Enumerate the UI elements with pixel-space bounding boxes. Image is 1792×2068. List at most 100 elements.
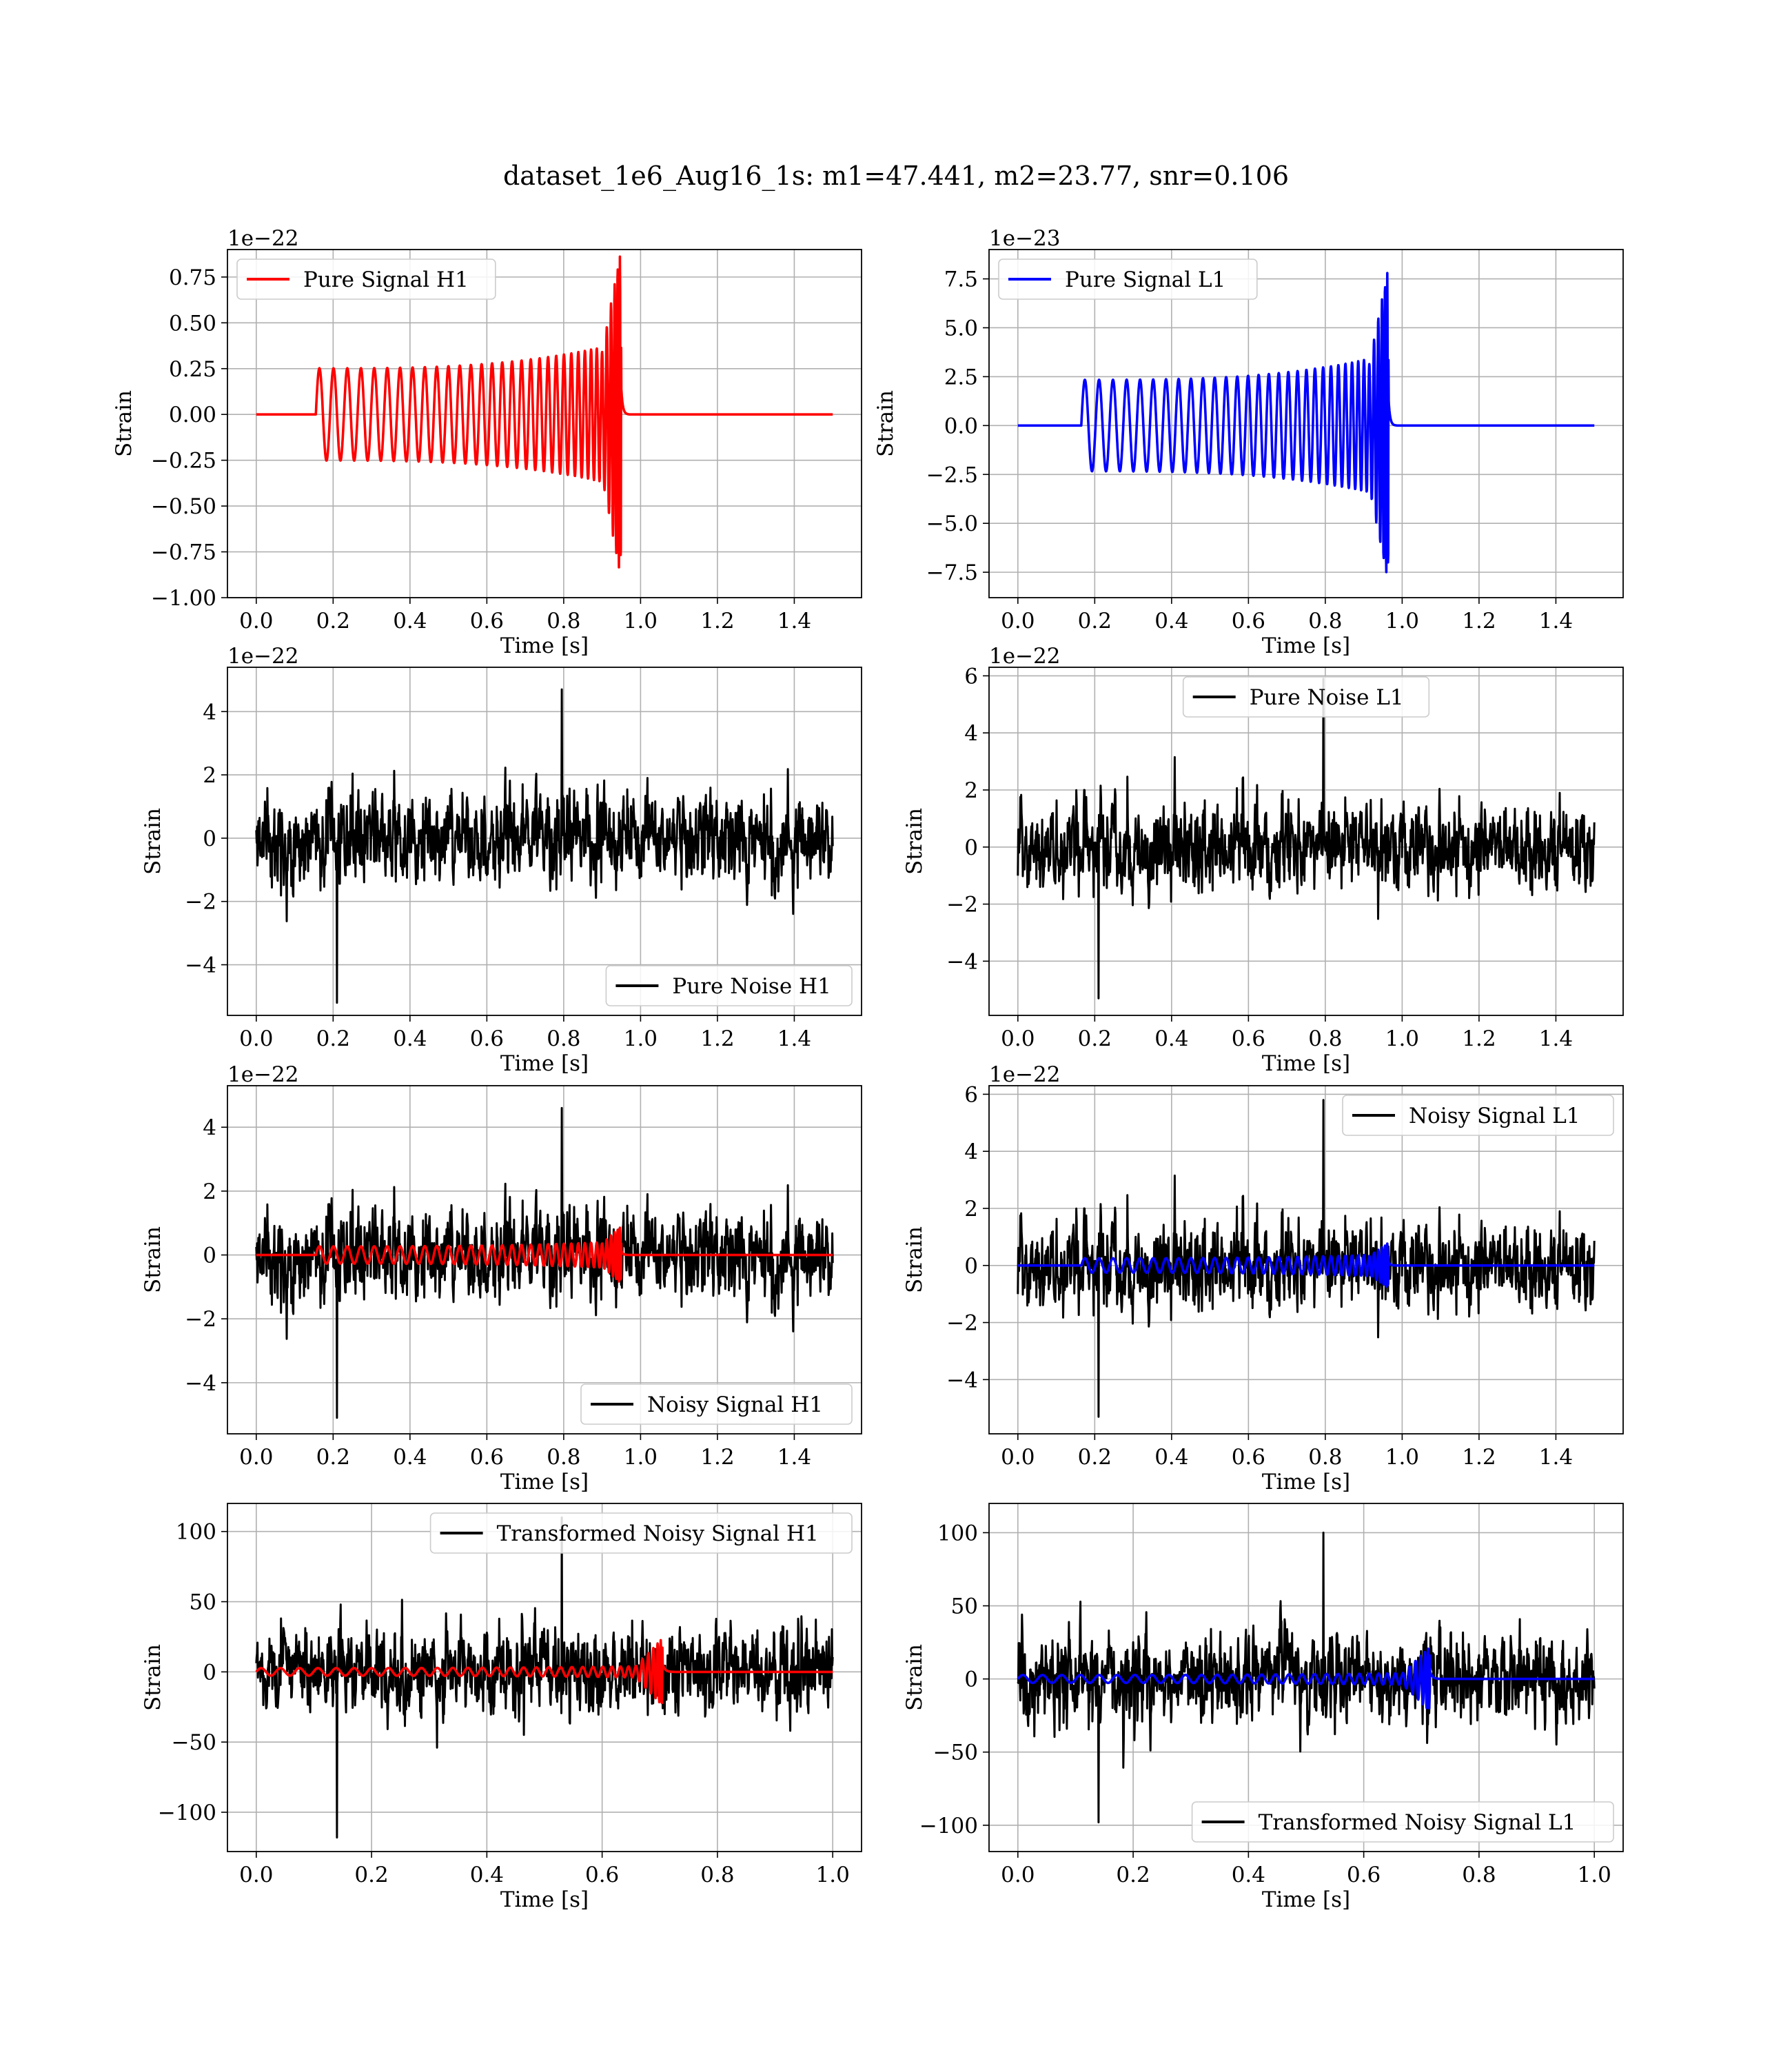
legend-box [580, 1383, 853, 1425]
y-axis-label: Strain [902, 808, 927, 875]
x-axis-label: Time [s] [1262, 1051, 1350, 1076]
y-tick-label: 2 [964, 1197, 978, 1221]
y-tick-label: −7.5 [926, 560, 978, 585]
x-tick-label: 0.4 [393, 1445, 427, 1470]
y-tick-label: 0 [964, 835, 978, 860]
y-tick-label: 0.75 [169, 265, 216, 290]
legend: Noisy Signal H1 [580, 1383, 853, 1425]
x-tick-label: 1.0 [624, 1026, 658, 1051]
x-tick-label: 1.2 [1462, 1445, 1496, 1470]
x-axis-label: Time [s] [500, 1887, 589, 1912]
legend: Pure Signal L1 [998, 258, 1258, 300]
y-tick-label: 2 [203, 763, 216, 788]
legend-box [429, 1512, 853, 1554]
legend-label: Noisy Signal H1 [647, 1392, 823, 1417]
y-tick-label: −4 [185, 953, 216, 978]
x-axis-label: Time [s] [1262, 1470, 1350, 1494]
y-axis-label: Strain [141, 1644, 165, 1711]
x-tick-label: 0.6 [585, 1863, 619, 1887]
x-tick-label: 0.0 [239, 609, 273, 633]
y-tick-label: 0.0 [944, 414, 978, 438]
x-tick-label: 1.4 [1539, 1445, 1573, 1470]
plot-area [255, 688, 834, 1004]
offset-label: 1e−22 [989, 1062, 1061, 1087]
x-tick-label: 0.0 [239, 1026, 273, 1051]
x-axis-label: Time [s] [500, 1470, 589, 1494]
y-tick-label: 100 [937, 1521, 978, 1545]
plot-area [255, 1516, 834, 1839]
y-tick-label: 0 [203, 1244, 216, 1268]
x-tick-label: 1.2 [700, 609, 734, 633]
series-line-noisy-signal-l1 [1017, 1099, 1596, 1418]
x-tick-label: 0.4 [1154, 1026, 1188, 1051]
plot-area [1017, 1099, 1596, 1418]
x-tick-label: 0.8 [1308, 609, 1342, 633]
x-tick-label: 1.4 [777, 1445, 811, 1470]
x-tick-label: 0.6 [1347, 1863, 1381, 1887]
y-tick-label: −5.0 [926, 511, 978, 536]
y-tick-label: 6 [964, 1082, 978, 1107]
y-tick-label: −2 [185, 890, 216, 915]
legend-box [1342, 1095, 1614, 1136]
x-tick-label: 0.2 [316, 1026, 350, 1051]
x-tick-label: 0.6 [470, 609, 504, 633]
series-line-pure-noise-l1 [1017, 678, 1596, 1000]
chart-pure-signal-h1: 0.0 0.2 0.4 0.6 0.8 1.0 1.2 1.4 −1.00 −0.75 −0.50 −… [112, 226, 862, 658]
series-line-pure-signal-h1 [255, 255, 834, 569]
legend: Noisy Signal L1 [1342, 1095, 1614, 1136]
axes-frame [988, 1503, 1624, 1852]
x-tick-label: 0.6 [470, 1026, 504, 1051]
legend-label: Pure Noise H1 [672, 974, 831, 999]
axes-frame [988, 1085, 1624, 1435]
plot-area [255, 255, 834, 569]
figure-title: dataset_1e6_Aug16_1s: m1=47.441, m2=23.7… [503, 161, 1289, 192]
x-tick-label: 1.4 [777, 1026, 811, 1051]
y-axis-label: Strain [902, 1644, 927, 1711]
y-tick-label: −4 [946, 1368, 978, 1392]
legend-label: Noisy Signal L1 [1409, 1104, 1580, 1128]
y-tick-label: 0.00 [169, 403, 216, 427]
x-tick-label: 1.0 [1385, 1445, 1419, 1470]
legend-label: Transformed Noisy Signal L1 [1259, 1810, 1576, 1835]
y-tick-label: 2 [964, 778, 978, 803]
y-tick-label: −2 [185, 1307, 216, 1332]
x-tick-label: 1.0 [1578, 1863, 1611, 1887]
y-axis-label: Strain [141, 808, 165, 875]
x-axis-label: Time [s] [500, 1051, 589, 1076]
x-tick-label: 1.2 [700, 1445, 734, 1470]
x-tick-label: 0.4 [393, 609, 427, 633]
y-tick-label: 0.25 [169, 357, 216, 382]
y-tick-label: −50 [172, 1730, 216, 1755]
x-tick-label: 0.2 [1078, 609, 1112, 633]
plot-area [255, 1106, 834, 1419]
y-tick-label: −0.25 [151, 449, 216, 474]
x-axis-label: Time [s] [1262, 633, 1350, 658]
x-tick-label: 0.2 [354, 1863, 388, 1887]
y-tick-label: 50 [190, 1590, 216, 1615]
y-tick-label: 4 [203, 700, 216, 724]
axes-frame [988, 249, 1624, 598]
x-tick-label: 1.0 [816, 1863, 850, 1887]
x-tick-label: 0.8 [1308, 1026, 1342, 1051]
series-line-pure-noise-h1 [255, 688, 834, 1004]
legend-box [236, 258, 496, 300]
y-tick-label: 0 [964, 1254, 978, 1279]
x-tick-label: 0.8 [1308, 1445, 1342, 1470]
x-tick-label: 0.4 [1154, 1445, 1188, 1470]
x-axis-label: Time [s] [1262, 1887, 1350, 1912]
x-tick-label: 1.0 [624, 609, 658, 633]
y-tick-label: −0.75 [151, 540, 216, 565]
x-tick-label: 1.0 [624, 1445, 658, 1470]
y-tick-label: 5.0 [944, 316, 978, 341]
y-tick-label: 50 [951, 1594, 978, 1619]
y-tick-label: −100 [919, 1814, 978, 1838]
x-tick-label: 0.8 [547, 1445, 580, 1470]
y-tick-label: 6 [964, 664, 978, 689]
x-tick-label: 0.6 [470, 1445, 504, 1470]
y-tick-label: −2 [946, 1311, 978, 1336]
y-tick-label: −2.5 [926, 463, 978, 487]
x-tick-label: 1.2 [700, 1026, 734, 1051]
y-tick-label: 2.5 [944, 365, 978, 389]
y-tick-label: 100 [176, 1520, 216, 1545]
